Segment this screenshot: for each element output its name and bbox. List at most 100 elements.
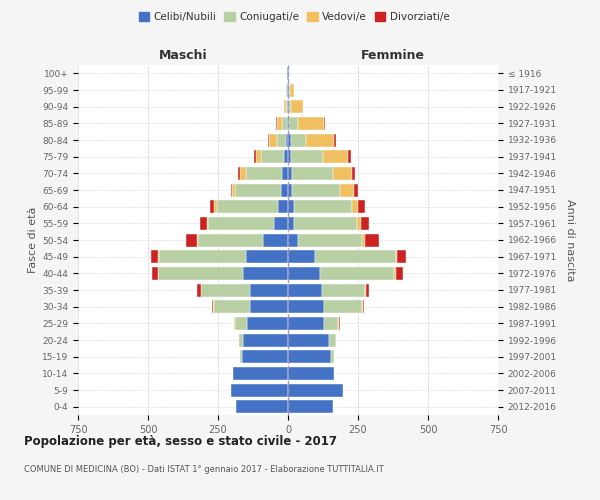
Bar bbox=[396, 250, 397, 263]
Bar bbox=[262, 150, 284, 163]
Text: Maschi: Maschi bbox=[158, 48, 208, 62]
Bar bbox=[361, 217, 369, 230]
Bar bbox=[291, 134, 306, 146]
Bar bbox=[230, 384, 288, 396]
Bar bbox=[288, 200, 293, 213]
Bar bbox=[329, 334, 335, 346]
Bar bbox=[287, 100, 288, 113]
Bar bbox=[358, 200, 365, 213]
Bar bbox=[288, 334, 329, 346]
Bar bbox=[263, 234, 288, 246]
Bar bbox=[158, 250, 159, 263]
Bar bbox=[230, 184, 232, 196]
Legend: Celibi/Nubili, Coniugati/e, Vedovi/e, Divorziati/e: Celibi/Nubili, Coniugati/e, Vedovi/e, Di… bbox=[134, 8, 454, 26]
Text: COMUNE DI MEDICINA (BO) - Dati ISTAT 1° gennaio 2017 - Elaborazione TUTTITALIA.I: COMUNE DI MEDICINA (BO) - Dati ISTAT 1° … bbox=[24, 465, 384, 474]
Bar bbox=[325, 300, 362, 313]
Bar bbox=[320, 267, 394, 280]
Bar bbox=[288, 400, 333, 413]
Bar bbox=[232, 184, 235, 196]
Bar bbox=[352, 167, 355, 180]
Bar bbox=[288, 267, 320, 280]
Bar bbox=[247, 317, 288, 330]
Bar bbox=[200, 217, 207, 230]
Y-axis label: Fasce di età: Fasce di età bbox=[28, 207, 38, 273]
Bar bbox=[291, 100, 304, 113]
Bar bbox=[239, 334, 243, 346]
Bar bbox=[151, 250, 158, 263]
Bar bbox=[250, 284, 288, 296]
Bar bbox=[348, 150, 351, 163]
Bar bbox=[286, 100, 287, 113]
Bar bbox=[288, 234, 298, 246]
Bar bbox=[306, 134, 334, 146]
Bar bbox=[288, 284, 322, 296]
Bar bbox=[331, 350, 334, 363]
Bar bbox=[365, 234, 379, 246]
Bar bbox=[197, 284, 201, 296]
Bar bbox=[284, 100, 286, 113]
Bar bbox=[288, 184, 292, 196]
Bar bbox=[278, 200, 288, 213]
Bar bbox=[288, 84, 289, 96]
Bar bbox=[288, 367, 334, 380]
Bar bbox=[201, 284, 250, 296]
Bar bbox=[209, 200, 214, 213]
Bar bbox=[212, 300, 213, 313]
Bar bbox=[298, 117, 325, 130]
Bar bbox=[288, 134, 291, 146]
Bar bbox=[217, 200, 278, 213]
Bar bbox=[158, 267, 243, 280]
Bar bbox=[292, 167, 333, 180]
Bar bbox=[394, 267, 396, 280]
Bar bbox=[288, 300, 325, 313]
Bar bbox=[291, 150, 323, 163]
Bar bbox=[352, 200, 358, 213]
Bar bbox=[289, 100, 291, 113]
Bar bbox=[283, 117, 287, 130]
Bar bbox=[283, 167, 288, 180]
Bar bbox=[288, 350, 331, 363]
Bar bbox=[241, 167, 246, 180]
Bar bbox=[159, 250, 246, 263]
Bar bbox=[334, 134, 335, 146]
Bar bbox=[242, 350, 288, 363]
Bar bbox=[293, 217, 356, 230]
Bar bbox=[288, 384, 343, 396]
Bar bbox=[288, 100, 289, 113]
Bar bbox=[214, 300, 250, 313]
Bar bbox=[288, 317, 325, 330]
Bar bbox=[288, 217, 293, 230]
Bar bbox=[199, 234, 263, 246]
Bar bbox=[288, 167, 292, 180]
Bar bbox=[235, 184, 281, 196]
Bar bbox=[290, 84, 294, 96]
Bar bbox=[286, 134, 288, 146]
Bar bbox=[233, 367, 288, 380]
Bar bbox=[363, 300, 364, 313]
Bar bbox=[288, 117, 289, 130]
Bar bbox=[292, 184, 340, 196]
Bar bbox=[214, 200, 217, 213]
Bar bbox=[246, 250, 288, 263]
Bar bbox=[288, 150, 291, 163]
Bar bbox=[277, 134, 286, 146]
Bar bbox=[208, 217, 274, 230]
Bar bbox=[256, 150, 262, 163]
Bar bbox=[243, 334, 288, 346]
Bar bbox=[367, 284, 369, 296]
Bar bbox=[277, 117, 283, 130]
Text: Popolazione per età, sesso e stato civile - 2017: Popolazione per età, sesso e stato civil… bbox=[24, 435, 337, 448]
Bar bbox=[365, 284, 367, 296]
Bar bbox=[288, 250, 314, 263]
Bar bbox=[340, 184, 354, 196]
Bar bbox=[397, 250, 406, 263]
Bar bbox=[323, 150, 348, 163]
Bar bbox=[238, 167, 241, 180]
Bar bbox=[243, 267, 288, 280]
Bar bbox=[269, 134, 277, 146]
Bar bbox=[254, 150, 256, 163]
Bar bbox=[356, 217, 361, 230]
Bar bbox=[289, 117, 298, 130]
Bar bbox=[287, 84, 288, 96]
Bar bbox=[284, 150, 288, 163]
